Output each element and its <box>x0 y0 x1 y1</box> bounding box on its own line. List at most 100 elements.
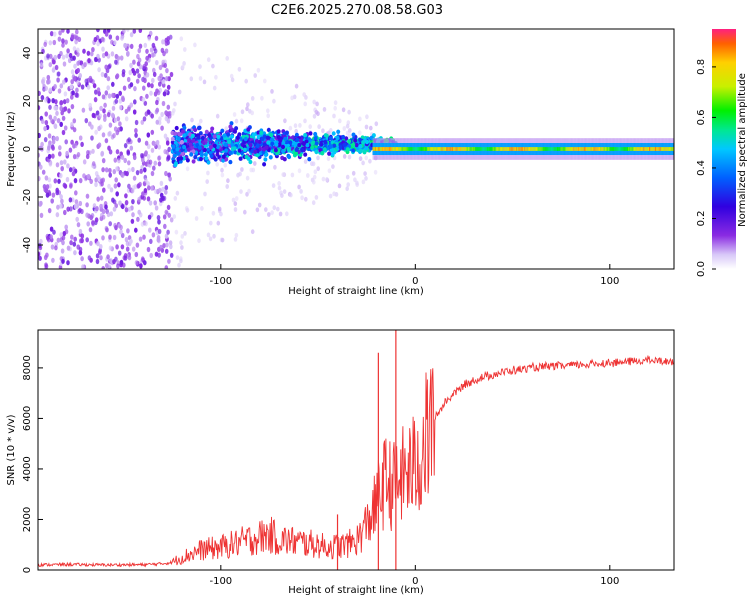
spectrogram-core <box>574 147 577 151</box>
spectrogram-cell <box>149 90 153 96</box>
spectrogram-cell <box>206 232 211 238</box>
spectrogram-cell <box>124 193 128 199</box>
spectrogram-cell <box>47 177 52 183</box>
spectrogram-cell <box>167 212 172 218</box>
spectrogram-cell <box>237 132 242 137</box>
spectrogram-core <box>546 147 549 151</box>
spectrogram-cell <box>257 202 262 208</box>
spectrogram-cell <box>87 58 91 64</box>
spectrogram-cell <box>167 146 171 152</box>
spectrogram-cell <box>297 184 301 190</box>
spectrogram-cell <box>155 99 159 106</box>
spectrogram-cell <box>104 204 108 210</box>
spectrogram-cell <box>266 127 271 133</box>
spectrogram-cell <box>146 154 151 160</box>
spectrogram-cell <box>106 112 111 118</box>
spectrogram-core <box>656 147 659 151</box>
spectrogram-cell <box>212 233 216 239</box>
spectrogram-cell <box>287 154 292 160</box>
spectrogram-cell <box>200 152 204 157</box>
spectrogram-cell <box>173 196 178 201</box>
spectrogram-cell <box>40 141 44 147</box>
spectrogram-cell <box>310 145 315 150</box>
spectrogram-cell <box>81 264 85 269</box>
y-tick-label: -40 <box>22 237 33 253</box>
spectrogram-cell <box>260 95 264 101</box>
spectrogram-cell <box>142 85 146 91</box>
spectrogram-cell <box>50 244 55 250</box>
spectrogram-cell <box>167 172 171 178</box>
spectrogram-cell <box>104 90 109 96</box>
spectrogram-cell <box>80 256 84 262</box>
spectrogram-cell <box>135 170 140 176</box>
spectrogram-cell <box>96 53 100 59</box>
spectrogram-cell <box>53 123 58 129</box>
spectrogram-cell <box>158 116 162 122</box>
spectrogram-cell <box>168 176 172 182</box>
spectrogram-core <box>455 147 458 151</box>
spectrogram-cell <box>281 140 286 146</box>
spectrogram-cell <box>92 83 97 89</box>
spectrogram-core <box>497 147 500 151</box>
spectrogram-cell <box>344 136 349 141</box>
spectrogram-cell <box>161 186 165 192</box>
spectrogram-cell <box>152 67 156 73</box>
spectrogram-cell <box>112 133 116 139</box>
spectrogram-cell <box>129 145 134 151</box>
spectrogram-cell <box>219 211 223 217</box>
spectrogram-cell <box>105 227 109 233</box>
spectrogram-cell <box>110 39 114 45</box>
spectrogram-core <box>520 147 523 151</box>
spectrogram-cell <box>68 197 73 203</box>
spectrogram-core <box>559 147 562 151</box>
spectrogram-cell <box>167 258 171 264</box>
y-tick-label: 2000 <box>22 507 33 532</box>
spectrogram-cell <box>134 132 138 138</box>
spectrogram-cell <box>244 154 249 160</box>
spectrogram-cell <box>48 62 53 68</box>
spectrogram-cell <box>301 141 306 147</box>
spectrogram-core <box>563 147 567 151</box>
spectrogram-cell <box>80 238 84 244</box>
spectrogram-cell <box>102 187 106 193</box>
spectrogram-cell <box>332 191 336 197</box>
spectrogram-cell <box>172 214 177 220</box>
spectrogram-cell <box>146 196 151 202</box>
spectrogram-cell <box>277 181 281 186</box>
spectrogram-cell <box>190 117 194 123</box>
x-tick-label: -100 <box>209 276 232 287</box>
spectrogram-cell <box>66 163 70 169</box>
spectrogram-cell <box>43 41 47 48</box>
x-tick-label: 0 <box>412 576 418 587</box>
spectrogram-cell <box>151 42 156 49</box>
spectrogram-cell <box>182 125 187 130</box>
spectrogram-cell <box>107 145 111 151</box>
spectrogram-cell <box>374 121 379 127</box>
spectrogram-core <box>492 147 495 151</box>
spectrogram-cell <box>244 78 248 84</box>
spectrogram-cell <box>365 114 369 120</box>
snr-series-line <box>38 355 674 568</box>
spectrogram-cell <box>91 79 95 85</box>
spectrogram-cell <box>100 36 105 42</box>
spectrogram-cell <box>121 95 125 101</box>
spectrogram-cell <box>169 217 174 223</box>
spectrogram-core <box>436 147 439 151</box>
spectrogram-cell <box>118 121 122 127</box>
spectrogram-cell <box>174 229 179 235</box>
spectrogram-core <box>631 147 634 151</box>
spectrogram-core <box>407 147 410 151</box>
spectrogram-cell <box>320 151 325 156</box>
x-tick-label: 100 <box>600 276 619 287</box>
spectrogram-core <box>661 147 665 151</box>
spectrogram-core <box>528 147 532 151</box>
spectrogram-cell <box>41 169 46 175</box>
spectrogram-cell <box>76 79 80 85</box>
spectrogram-cell <box>220 128 225 133</box>
spectrogram-cell <box>94 181 98 188</box>
spectrogram-cell <box>243 128 248 133</box>
spectrogram-cell <box>88 227 93 233</box>
spectrogram-cell <box>52 59 56 65</box>
spectrogram-cell <box>205 179 209 185</box>
spectrogram-cell <box>196 135 201 140</box>
